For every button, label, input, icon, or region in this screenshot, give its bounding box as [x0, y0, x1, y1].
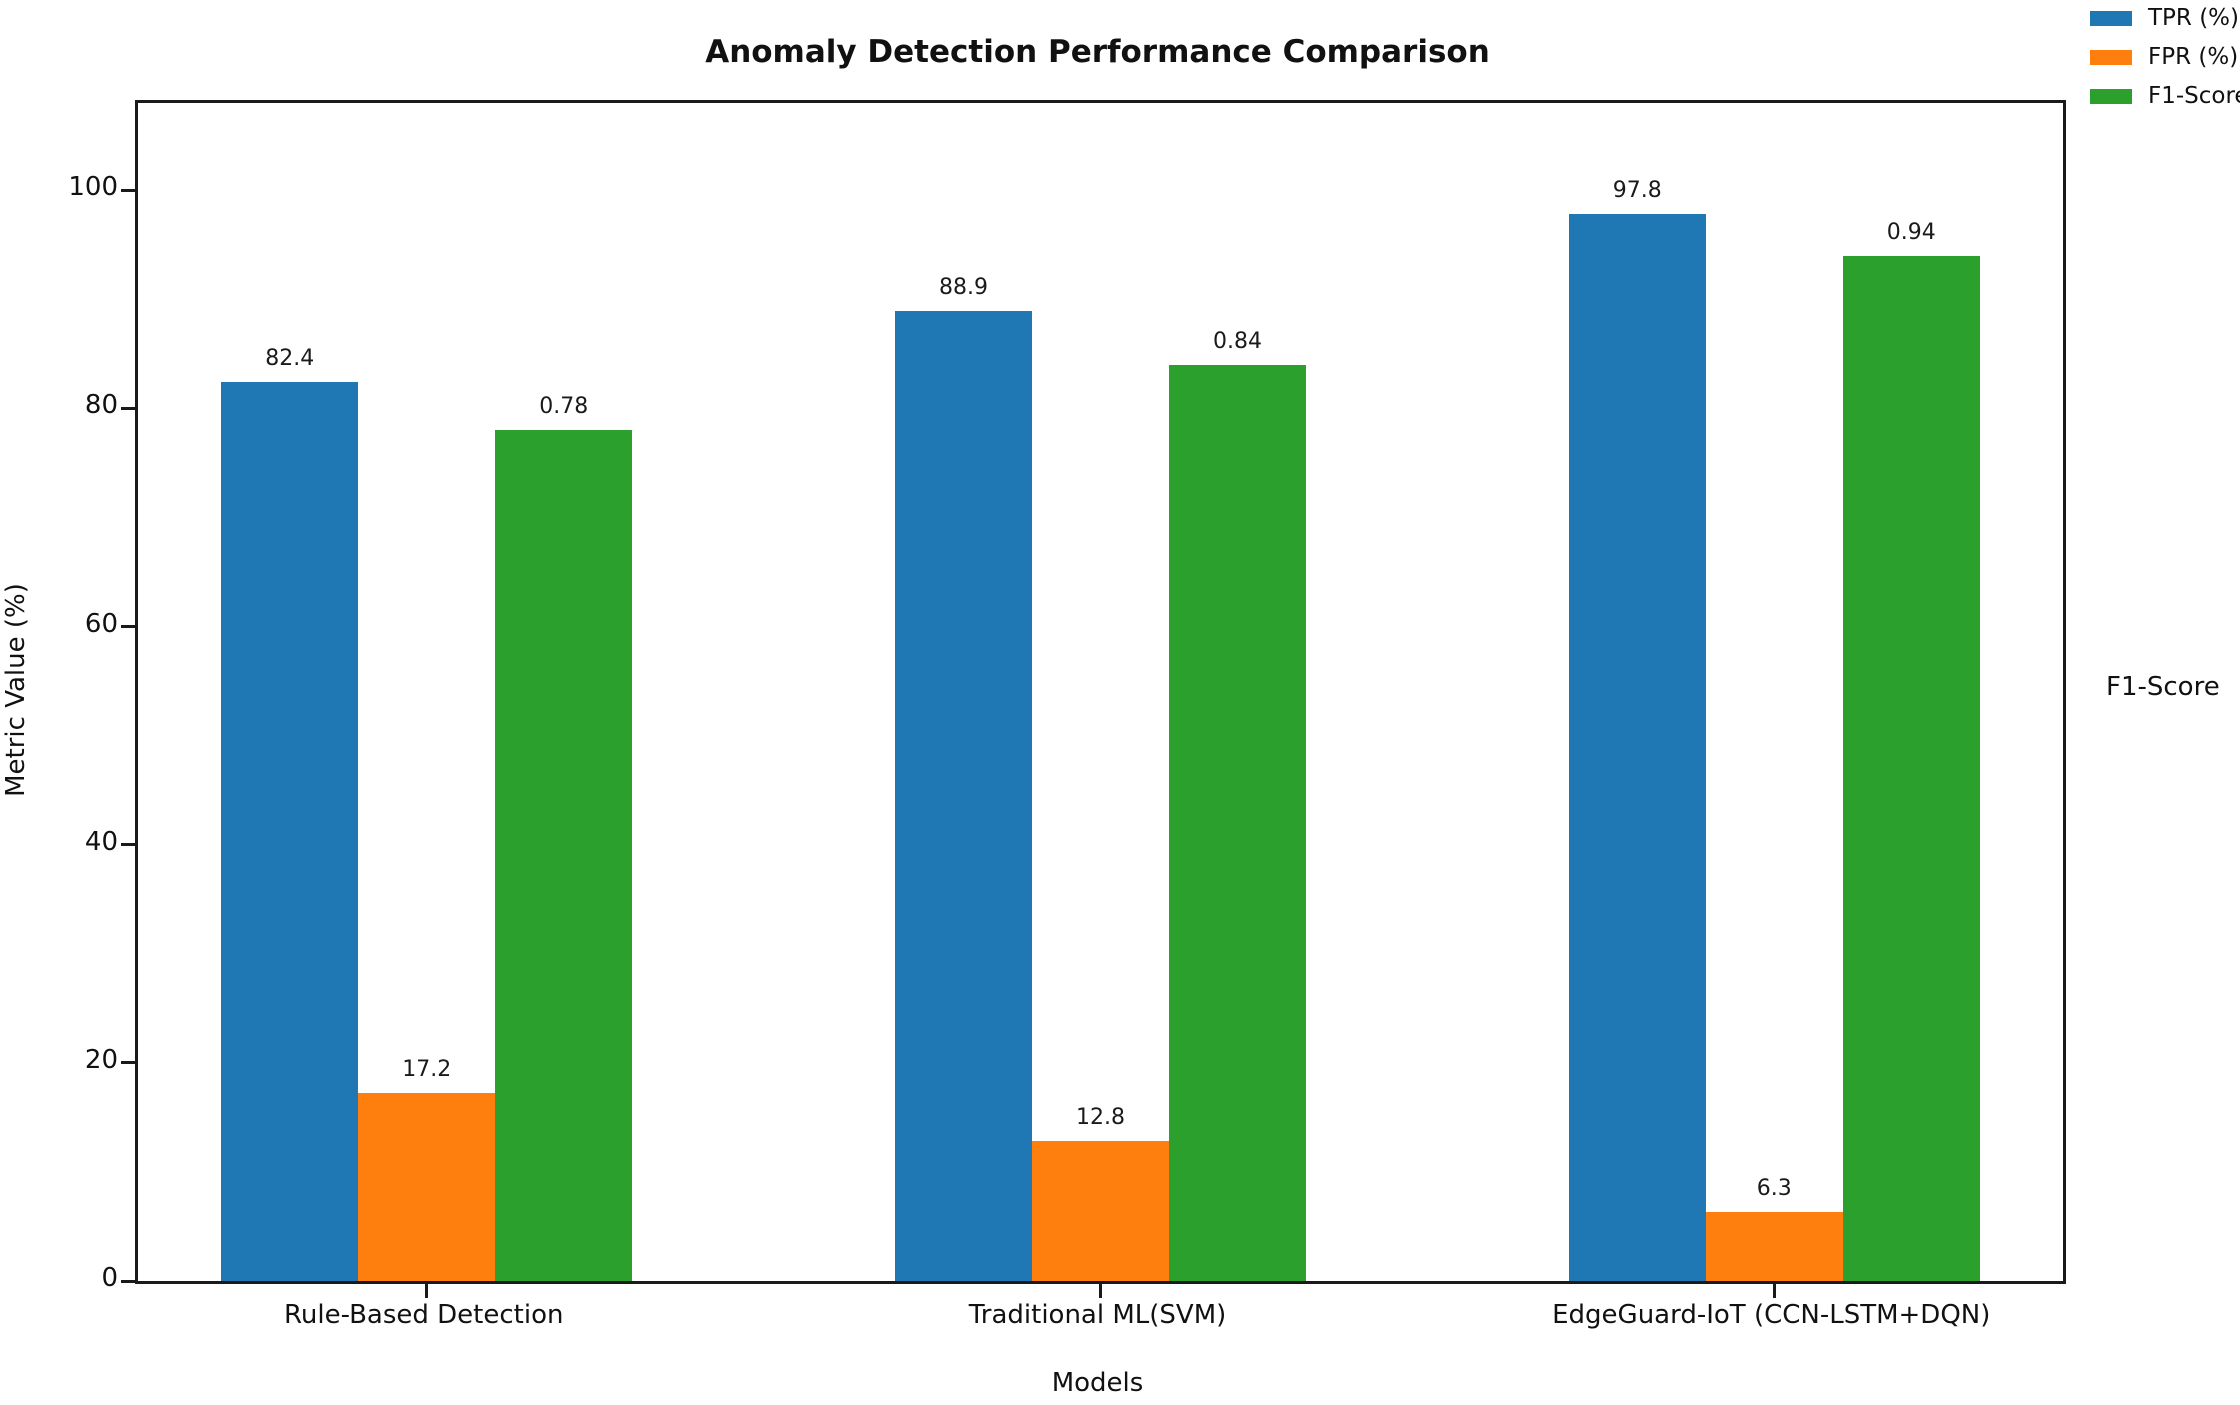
legend-item-f1: F1-Score	[2090, 83, 2240, 109]
bar	[895, 311, 1032, 1281]
x-tick-label: Traditional ML(SVM)	[968, 1300, 1227, 1330]
y-tick-mark	[121, 1061, 135, 1065]
x-axis-label: Models	[1051, 1368, 1144, 1398]
tpr-swatch-icon	[2090, 10, 2132, 26]
bar-value-label: 82.4	[265, 346, 315, 372]
bar	[1842, 255, 1980, 1281]
bar	[1568, 214, 1706, 1281]
plot-area: 82.4 17.2 0.78 88.9 12.8 0.84 97.8 6.3 0.94	[121, 100, 2066, 1298]
legend-label-fpr: FPR (%)	[2148, 44, 2239, 70]
bar	[1169, 364, 1306, 1281]
legend-item-fpr: FPR (%)	[2090, 44, 2240, 70]
bar-value-label: 97.8	[1612, 178, 1662, 204]
bar	[1705, 1212, 1843, 1281]
y-tick-mark	[121, 1279, 135, 1283]
y-tick-mark	[121, 625, 135, 629]
x-tick-mark	[1772, 1284, 1776, 1298]
bar	[495, 430, 633, 1281]
x-tick-mark	[1099, 1284, 1102, 1298]
bar-value-label: 0.78	[539, 394, 589, 420]
f1-swatch-icon	[2090, 88, 2132, 104]
legend: TPR (%) FPR (%) F1-Score	[2090, 5, 2240, 123]
y-tick-label: 100	[68, 172, 118, 203]
bar	[221, 382, 359, 1281]
y-tick-label: 80	[84, 390, 118, 421]
y-tick-label: 40	[84, 826, 118, 857]
y-tick-mark	[121, 188, 135, 192]
bar-value-label: 6.3	[1756, 1176, 1792, 1202]
y-axis-label: Metric Value (%)	[1, 583, 31, 797]
bar-value-label: 12.8	[1076, 1105, 1125, 1131]
bar-value-label: 17.2	[402, 1057, 452, 1083]
y-tick-label: 60	[84, 608, 118, 639]
y-tick-label: 20	[84, 1044, 118, 1075]
legend-label-f1: F1-Score	[2148, 83, 2240, 109]
right-axis-label: F1-Score	[2106, 672, 2220, 702]
legend-label-tpr: TPR (%)	[2148, 5, 2240, 31]
bar	[358, 1093, 496, 1281]
y-tick-label: 0	[101, 1263, 118, 1293]
x-tick-label: Rule-Based Detection	[284, 1300, 564, 1330]
chart-title: Anomaly Detection Performance Comparison	[705, 34, 1490, 70]
bar-value-label: 88.9	[939, 275, 988, 301]
x-tick-label: EdgeGuard-IoT (CCN-LSTM+DQN)	[1552, 1300, 1991, 1330]
y-tick-mark	[121, 406, 135, 410]
legend-item-tpr: TPR (%)	[2090, 5, 2240, 31]
y-tick-mark	[121, 843, 135, 847]
bar	[1032, 1141, 1169, 1281]
x-tick-mark	[425, 1284, 429, 1298]
fpr-swatch-icon	[2090, 49, 2132, 65]
bar-value-label: 0.84	[1213, 328, 1262, 354]
bar-value-label: 0.94	[1886, 219, 1936, 245]
